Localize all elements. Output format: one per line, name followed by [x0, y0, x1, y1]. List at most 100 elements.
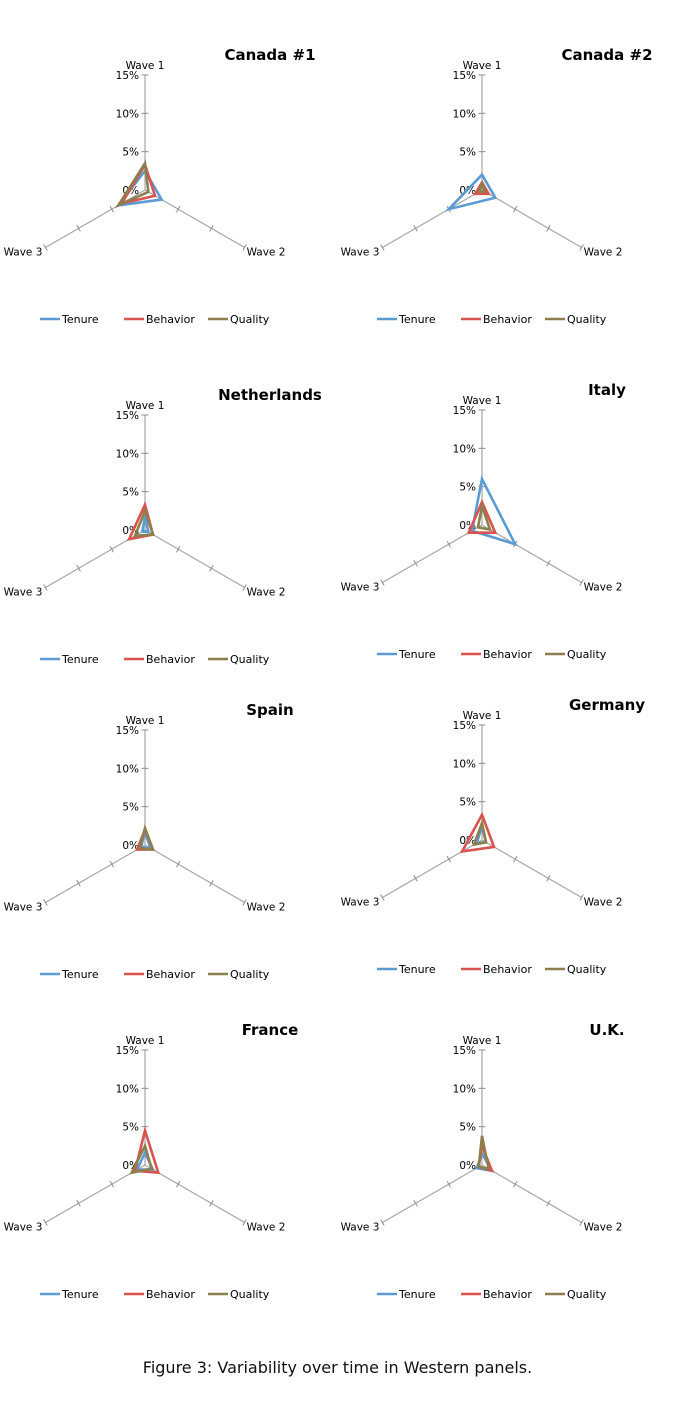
- radial-tick-label: 15%: [453, 405, 476, 417]
- axis-tick-mark: [579, 894, 584, 901]
- axis-line-wave-3: [382, 189, 483, 249]
- axis-label-wave-1: Wave 1: [126, 715, 165, 727]
- radar-panel-germany: Wave 1 Wave 2 Wave 3 0% 5% 10% 15% Germany Tenur…: [337, 680, 674, 1010]
- panel-title: Netherlands: [218, 386, 322, 404]
- series-tenure-polygon: [470, 475, 518, 547]
- axis-tick-mark: [76, 880, 81, 887]
- axis-tick-mark: [43, 244, 48, 251]
- axis-line-wave-2: [481, 524, 582, 584]
- axis-line-wave-2: [144, 1164, 245, 1224]
- radar-chart-u-k: Wave 1 Wave 2 Wave 3 0% 5% 10% 15% U.K. Tenure Be…: [341, 1021, 625, 1301]
- legend-label-quality: Quality: [230, 653, 270, 666]
- legend-label-behavior: Behavior: [146, 1288, 195, 1301]
- axis-tick-mark: [242, 1219, 247, 1226]
- axis-label-wave-3: Wave 3: [341, 582, 380, 594]
- axis-label-wave-2: Wave 2: [247, 587, 286, 599]
- radial-tick-label: 10%: [453, 1083, 476, 1095]
- axis-tick-mark: [43, 584, 48, 591]
- axis-line-wave-2: [481, 189, 582, 249]
- radial-tick-label: 10%: [453, 758, 476, 770]
- series-tenure-polygon: [444, 172, 498, 212]
- axis-tick-mark: [176, 545, 181, 553]
- axis-tick-mark: [513, 855, 518, 863]
- axis-tick-mark: [43, 1219, 48, 1226]
- axis-label-wave-1: Wave 1: [463, 710, 502, 722]
- axis-label-wave-2: Wave 2: [584, 897, 623, 909]
- axis-line-wave-3: [45, 189, 146, 249]
- radial-tick-label: 10%: [116, 1083, 139, 1095]
- series-quality-polygon: [129, 1142, 154, 1175]
- legend-label-quality: Quality: [230, 313, 270, 326]
- series-behavior-polygon: [133, 1125, 161, 1175]
- radial-tick-label: 10%: [453, 443, 476, 455]
- panel-title: Spain: [246, 701, 293, 719]
- axis-line-wave-3: [382, 1164, 483, 1224]
- axis-tick-mark: [209, 225, 214, 232]
- axis-tick-mark: [109, 205, 114, 213]
- axis-label-wave-3: Wave 3: [4, 247, 43, 259]
- legend-label-tenure: Tenure: [61, 313, 99, 326]
- legend-label-behavior: Behavior: [146, 313, 195, 326]
- axis-tick-mark: [446, 1180, 451, 1188]
- panel-title: Germany: [569, 696, 645, 714]
- radial-tick-label: 5%: [459, 797, 476, 809]
- axis-tick-mark: [76, 225, 81, 232]
- radial-tick-label: 5%: [122, 802, 139, 814]
- axis-tick-mark: [380, 244, 385, 251]
- legend-label-behavior: Behavior: [483, 648, 532, 661]
- legend-label-behavior: Behavior: [483, 313, 532, 326]
- axis-tick-mark: [242, 244, 247, 251]
- panel-title: Italy: [588, 381, 626, 399]
- radar-panel-u-k: Wave 1 Wave 2 Wave 3 0% 5% 10% 15% U.K. Tenure Be…: [337, 1005, 674, 1335]
- axis-tick-mark: [242, 899, 247, 906]
- axis-tick-mark: [176, 1180, 181, 1188]
- radial-tick-label: 15%: [453, 720, 476, 732]
- axis-tick-mark: [546, 875, 551, 882]
- axis-label-wave-2: Wave 2: [247, 247, 286, 259]
- legend-label-quality: Quality: [567, 1288, 607, 1301]
- radar-panel-canada-2: Wave 1 Wave 2 Wave 3 0% 5% 10% 15% Canada #2 Ten…: [337, 30, 674, 360]
- axis-line-wave-2: [481, 1164, 582, 1224]
- axis-tick-mark: [209, 1200, 214, 1207]
- panel-title: Canada #2: [561, 46, 652, 64]
- radar-panel-netherlands: Wave 1 Wave 2 Wave 3 0% 5% 10% 15% Netherlands T…: [0, 370, 337, 700]
- axis-label-wave-1: Wave 1: [126, 60, 165, 72]
- axis-tick-mark: [513, 1180, 518, 1188]
- radial-tick-label: 5%: [459, 147, 476, 159]
- axis-tick-mark: [413, 560, 418, 567]
- radial-tick-label: 10%: [116, 763, 139, 775]
- panel-title: Canada #1: [224, 46, 315, 64]
- axis-tick-mark: [546, 560, 551, 567]
- series-behavior-polygon: [119, 161, 157, 206]
- radial-tick-label: 0%: [122, 840, 139, 852]
- axis-label-wave-3: Wave 3: [341, 247, 380, 259]
- axis-tick-mark: [209, 565, 214, 572]
- radial-tick-label: 5%: [122, 147, 139, 159]
- axis-line-wave-3: [45, 1164, 146, 1224]
- axis-label-wave-2: Wave 2: [247, 1222, 286, 1234]
- series-tenure-polygon: [140, 515, 150, 534]
- axis-line-wave-2: [144, 844, 245, 904]
- axis-tick-mark: [109, 1180, 114, 1188]
- axis-tick-mark: [413, 1200, 418, 1207]
- radial-tick-label: 10%: [116, 448, 139, 460]
- axis-label-wave-2: Wave 2: [584, 1222, 623, 1234]
- legend-label-quality: Quality: [230, 1288, 270, 1301]
- legend-label-quality: Quality: [567, 648, 607, 661]
- axis-label-wave-1: Wave 1: [463, 395, 502, 407]
- radial-tick-label: 5%: [459, 1122, 476, 1134]
- series-behavior-polygon: [466, 498, 498, 534]
- axis-tick-mark: [380, 894, 385, 901]
- axis-tick-mark: [109, 545, 114, 553]
- series-behavior-polygon: [473, 179, 491, 196]
- legend-label-tenure: Tenure: [398, 963, 436, 976]
- axis-label-wave-1: Wave 1: [126, 1035, 165, 1047]
- axis-label-wave-1: Wave 1: [463, 60, 502, 72]
- axis-tick-mark: [413, 875, 418, 882]
